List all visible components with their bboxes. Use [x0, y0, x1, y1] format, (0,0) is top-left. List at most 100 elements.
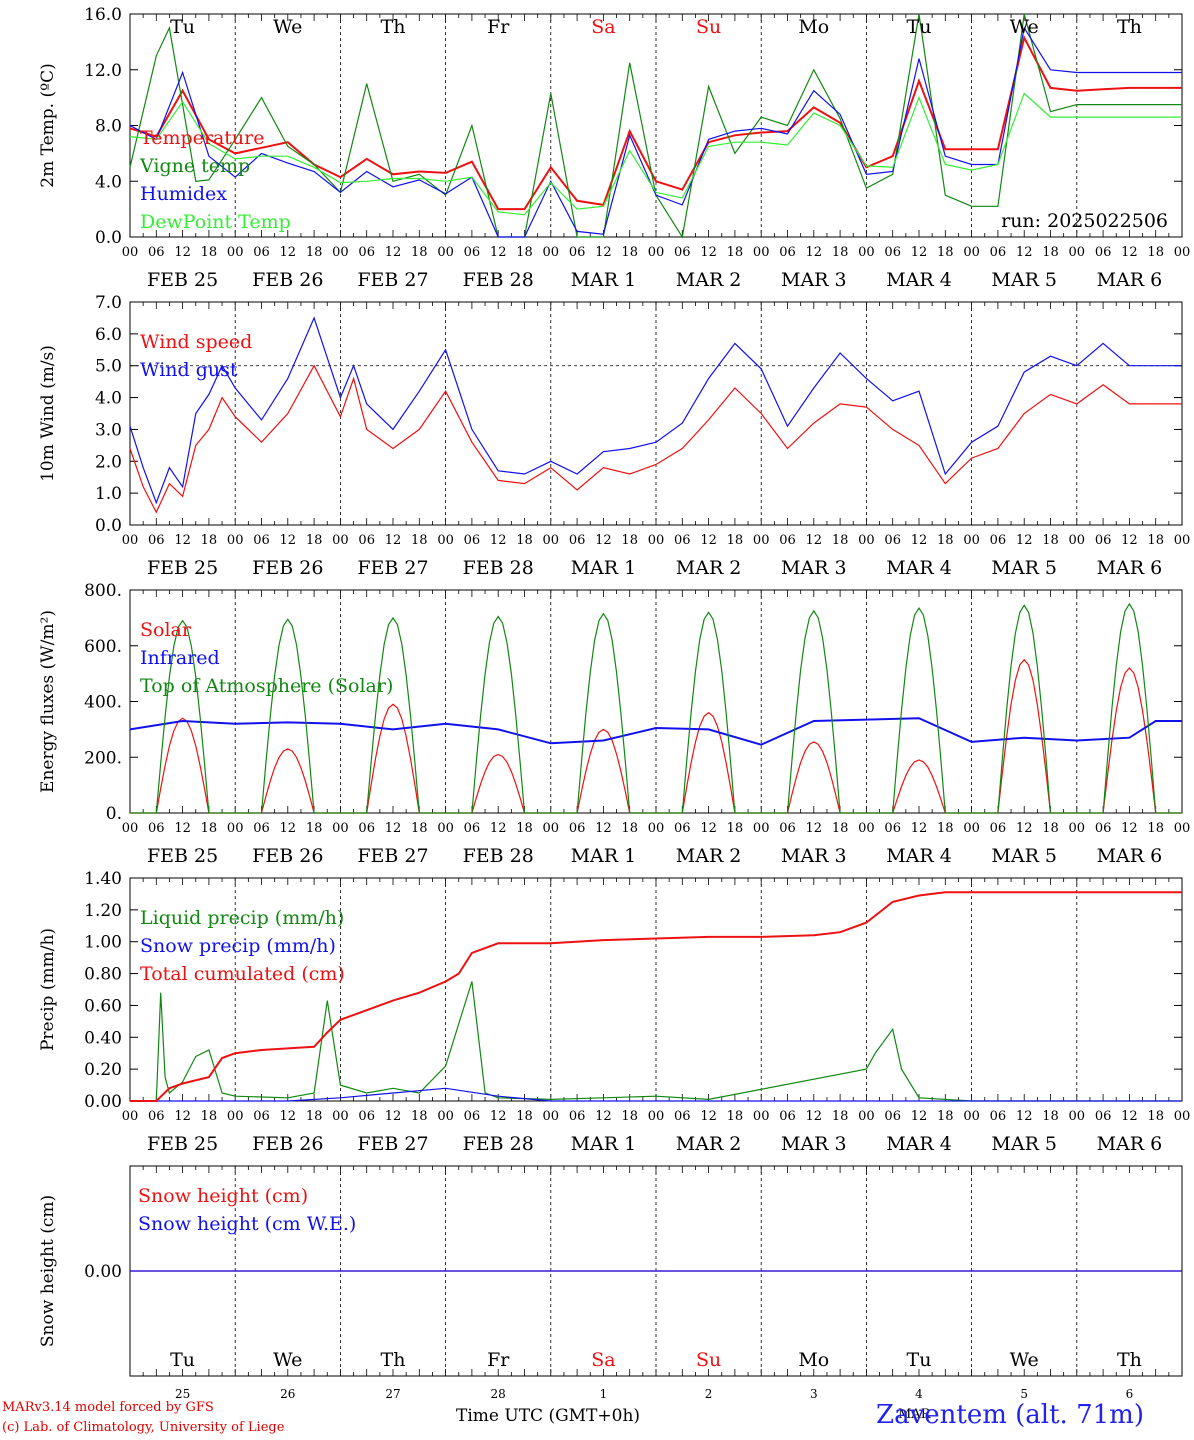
hour-tick-label: 00 [753, 533, 770, 548]
hour-tick-label: 06 [1095, 533, 1112, 548]
date-label: FEB 26 [252, 557, 323, 579]
date-label: MAR 1 [571, 269, 637, 291]
date-label: MAR 5 [991, 557, 1057, 579]
weekday-label: Mo [798, 1349, 829, 1371]
date-label: FEB 27 [357, 269, 428, 291]
weekday-label: Tu [907, 1349, 932, 1371]
hour-tick-label: 12 [1016, 1109, 1033, 1124]
date-label: MAR 6 [1097, 845, 1163, 867]
hour-tick-label: 12 [280, 1109, 297, 1124]
hour-tick-label: 18 [201, 533, 218, 548]
hour-tick-label: 06 [253, 533, 270, 548]
legend-entry: Snow height (cm W.E.) [138, 1213, 356, 1235]
hour-tick-label: 18 [411, 245, 428, 260]
weekday-label: Th [1117, 1349, 1142, 1371]
hour-tick-label: 00 [227, 1109, 244, 1124]
series-line-wind-speed [129, 364, 1182, 514]
series-line-snow-precip-mm-h- [130, 1087, 1182, 1102]
hour-tick-label: 12 [595, 533, 612, 548]
hour-tick-label: 12 [1121, 533, 1138, 548]
day-number-label: 3 [810, 1387, 818, 1401]
weekday-label: We [1010, 1349, 1039, 1371]
hour-tick-label: 12 [806, 533, 823, 548]
hour-tick-label: 06 [1095, 821, 1112, 836]
hour-tick-label: 00 [648, 245, 665, 260]
hour-tick-label: 06 [464, 821, 481, 836]
hour-tick-label: 00 [753, 245, 770, 260]
hour-tick-label: 18 [1147, 245, 1164, 260]
hour-tick-label: 06 [148, 245, 165, 260]
day-number-label: 25 [175, 1387, 190, 1401]
time-axis-label: Time UTC (GMT+0h) [456, 1406, 641, 1426]
y-tick-label: 0.0 [95, 516, 122, 536]
hour-tick-label: 12 [174, 245, 191, 260]
hour-tick-label: 18 [411, 821, 428, 836]
series-line-dewpoint-temp [129, 92, 1182, 216]
hour-tick-label: 06 [253, 1109, 270, 1124]
panel-4: 0.00 0.20 0.40 0.60 0.80 1.00 1.20 1.40 Precip (… [38, 869, 1190, 1155]
hour-tick-label: 06 [148, 821, 165, 836]
hour-tick-label: 00 [543, 1109, 560, 1124]
weekday-label: Tu [170, 1349, 195, 1371]
date-label: MAR 1 [571, 1133, 637, 1155]
date-label: MAR 2 [676, 1133, 742, 1155]
hour-tick-label: 00 [858, 1109, 875, 1124]
hour-tick-label: 12 [911, 821, 928, 836]
date-label: MAR 2 [676, 557, 742, 579]
series-line-top-of-atmosphere-solar- [130, 602, 1182, 814]
hour-tick-label: 06 [358, 1109, 375, 1124]
hour-tick-label: 00 [437, 821, 454, 836]
series-line-humidex [129, 26, 1182, 238]
hour-tick-label: 00 [122, 245, 139, 260]
hour-tick-label: 12 [490, 245, 507, 260]
date-label: MAR 3 [781, 557, 847, 579]
hour-tick-label: 06 [990, 1109, 1007, 1124]
weekday-label: Su [696, 16, 721, 38]
hour-tick-label: 00 [332, 533, 349, 548]
weekday-label: Fr [487, 16, 510, 38]
model-credit: MARv3.14 model forced by GFS [2, 1400, 214, 1415]
hour-tick-label: 06 [253, 245, 270, 260]
weekday-label: We [273, 16, 302, 38]
date-label: FEB 27 [357, 1133, 428, 1155]
hour-tick-label: 00 [227, 821, 244, 836]
hour-tick-label: 18 [727, 821, 744, 836]
hour-tick-label: 18 [516, 245, 533, 260]
hour-tick-label: 18 [516, 821, 533, 836]
hour-tick-label: 06 [358, 533, 375, 548]
hour-tick-label: 12 [385, 821, 402, 836]
y-tick-label: 1.40 [84, 869, 122, 889]
hour-tick-label: 00 [1174, 533, 1191, 548]
day-number-label: 6 [1126, 1387, 1134, 1401]
hour-tick-label: 00 [437, 533, 454, 548]
hour-tick-label: 00 [1069, 1109, 1086, 1124]
hour-tick-label: 00 [227, 245, 244, 260]
hour-tick-label: 18 [516, 1109, 533, 1124]
hour-tick-label: 00 [858, 533, 875, 548]
y-tick-label: 5.0 [95, 357, 122, 377]
hour-tick-label: 06 [990, 245, 1007, 260]
weekday-label: We [273, 1349, 302, 1371]
hour-tick-label: 06 [358, 245, 375, 260]
hour-tick-label: 12 [806, 245, 823, 260]
hour-tick-label: 12 [1016, 245, 1033, 260]
y-tick-label: 800. [84, 581, 122, 601]
hour-tick-label: 06 [1095, 1109, 1112, 1124]
y-tick-label: 0.00 [84, 1092, 122, 1112]
date-label: FEB 25 [147, 269, 218, 291]
y-tick-label: 6.0 [95, 325, 122, 345]
date-label: MAR 4 [886, 557, 952, 579]
hour-tick-label: 18 [621, 821, 638, 836]
hour-tick-label: 00 [1174, 245, 1191, 260]
legend-entry: Solar [140, 619, 192, 641]
day-number-label: 2 [705, 1387, 713, 1401]
hour-tick-label: 00 [1069, 821, 1086, 836]
date-label: MAR 5 [991, 1133, 1057, 1155]
y-tick-label: 400. [84, 693, 122, 713]
hour-tick-label: 18 [411, 533, 428, 548]
hour-tick-label: 12 [490, 533, 507, 548]
hour-tick-label: 12 [174, 533, 191, 548]
y-axis-label: Energy fluxes (W/m²) [38, 610, 58, 793]
hour-tick-label: 12 [911, 245, 928, 260]
legend-entry: Total cumulated (cm) [140, 963, 345, 985]
